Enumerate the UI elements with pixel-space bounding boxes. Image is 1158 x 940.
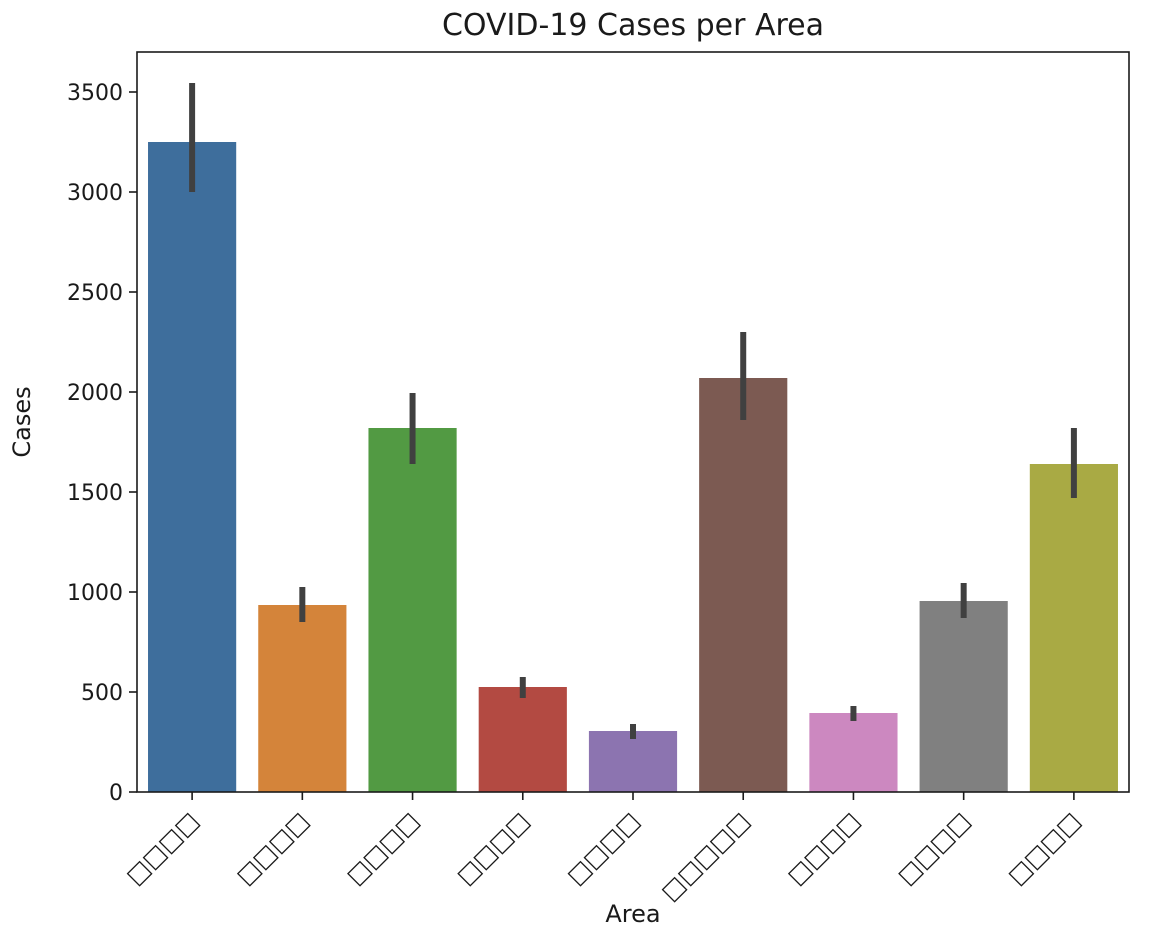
bar-6 [699,378,788,792]
chart-title: COVID-19 Cases per Area [442,8,824,43]
x-tick-label-7: □□□□ [782,806,866,890]
y-tick-label-2500: 2500 [67,281,123,306]
x-tick-label-9: □□□□ [1002,806,1086,890]
y-tick-label-2000: 2000 [67,381,123,406]
y-axis: 0 500 1000 1500 2000 2500 3000 3500 [67,81,137,806]
x-tick-label-5: □□□□ [561,806,645,890]
bar-1 [148,142,237,792]
x-axis: □□□□ □□□□ □□□□ □□□□ □□□□ □□□□□ □□□□ □□□□ □□□□ [120,792,1086,906]
y-tick-label-1000: 1000 [67,581,123,606]
bar-8 [919,601,1008,792]
x-tick-label-3: □□□□ [341,806,425,890]
bar-5 [588,731,678,792]
x-tick-label-8: □□□□ [892,806,976,890]
x-axis-label: Area [605,900,660,928]
y-tick-label-3500: 3500 [67,81,123,106]
x-tick-label-4: □□□□ [451,806,535,890]
bar-2 [258,605,347,792]
y-tick-label-3000: 3000 [67,181,123,206]
bar-3 [368,428,457,792]
x-tick-label-1: □□□□ [120,806,204,890]
y-tick-label-1500: 1500 [67,481,123,506]
x-tick-label-6: □□□□□ [655,806,755,906]
y-axis-label: Cases [8,386,36,457]
y-tick-label-0: 0 [109,781,123,806]
y-tick-label-500: 500 [81,681,123,706]
bars [148,142,1118,792]
x-tick-label-2: □□□□ [231,806,315,890]
bar-4 [478,687,567,792]
bar-7 [809,713,898,792]
error-bars [189,83,1077,739]
bar-9 [1029,464,1118,792]
